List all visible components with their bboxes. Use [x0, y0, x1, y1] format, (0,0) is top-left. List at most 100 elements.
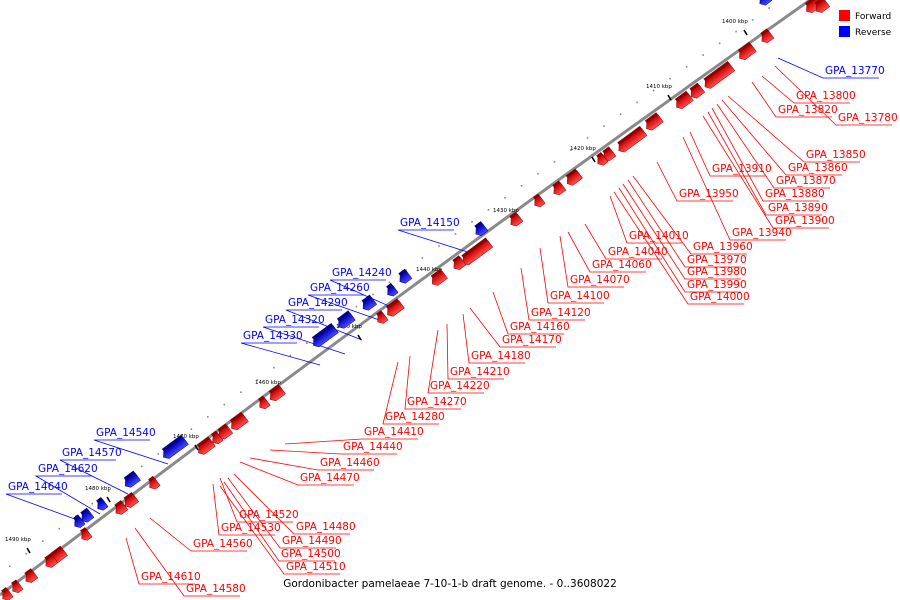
forward-gene-leader — [382, 361, 439, 425]
forward-gene-leader — [269, 449, 397, 455]
minor-tick-dot — [355, 305, 358, 308]
forward-gene-label: GPA_14470 — [300, 472, 360, 484]
kbp-tick-label: 1460 kbp — [255, 380, 281, 386]
legend: Forward Reverse — [839, 10, 892, 38]
forward-gene-label: GPA_13970 — [687, 254, 747, 266]
forward-gene-block — [737, 41, 757, 61]
reverse-gene-leader — [93, 439, 169, 465]
minor-tick-dot — [372, 293, 374, 296]
forward-gene-leader — [239, 461, 354, 486]
forward-gene-leader — [520, 267, 585, 321]
reverse-gene-block — [96, 497, 109, 511]
forward-gene-label: GPA_14170 — [502, 334, 562, 346]
minor-tick-dot — [685, 66, 688, 68]
forward-gene-block — [24, 568, 39, 583]
forward-gene-leader — [492, 291, 564, 335]
kbp-tick-label: 1490 kbp — [5, 537, 31, 543]
kbp-tick-label: 1400 kbp — [722, 19, 748, 25]
forward-gene-block — [644, 112, 664, 131]
minor-tick-dot — [553, 161, 556, 163]
kbp-tick-mark — [591, 156, 596, 163]
forward-gene-block — [385, 298, 405, 317]
kbp-tick-label: 1440 kbp — [416, 267, 442, 273]
forward-gene-leader — [761, 75, 850, 104]
kbp-tick-label: 1430 kbp — [493, 208, 519, 214]
gene-blocks — [1, 0, 831, 600]
minor-tick-dot — [91, 502, 94, 505]
reverse-gene-block — [161, 434, 189, 459]
reverse-gene-leader — [329, 279, 399, 311]
kbp-tick-label: 1480 kbp — [85, 486, 111, 492]
kbp-tick-mark — [106, 496, 111, 503]
minor-tick-dot — [157, 453, 160, 455]
forward-gene-block — [148, 475, 161, 490]
minor-tick-dot — [190, 428, 193, 430]
forward-gene-label: GPA_14490 — [282, 535, 342, 547]
forward-gene-label: GPA_13880 — [765, 188, 825, 200]
reverse-gene-block — [361, 294, 378, 311]
forward-gene-label: GPA_14500 — [281, 548, 341, 560]
forward-gene-leader — [584, 223, 662, 260]
reverse-gene-block — [336, 310, 356, 329]
forward-gene-label: GPA_13800 — [796, 90, 856, 102]
kbp-tick-label: 1420 kbp — [570, 146, 596, 152]
forward-gene-block — [814, 0, 831, 13]
forward-gene-leader — [721, 99, 842, 176]
forward-gene-leader — [249, 457, 374, 471]
minor-ticks — [8, 7, 770, 568]
forward-gene-label: GPA_14000 — [690, 291, 750, 303]
forward-gene-label: GPA_14160 — [510, 321, 570, 333]
minor-tick-dot — [619, 113, 622, 116]
reverse-gene-leader — [240, 342, 321, 366]
legend-forward-label: Forward — [855, 12, 891, 22]
forward-gene-block — [268, 384, 286, 402]
minor-tick-dot — [751, 19, 754, 21]
forward-gene-leader — [618, 187, 741, 293]
minor-tick-dot — [570, 149, 572, 151]
forward-gene-block — [565, 168, 583, 186]
forward-gene-block — [509, 211, 524, 227]
forward-gene-leader — [149, 517, 247, 552]
minor-tick-dot — [405, 269, 407, 271]
minor-tick-dot — [41, 540, 44, 542]
kbp-tick-label: 1450 kbp — [336, 324, 362, 330]
minor-tick-dot — [289, 354, 292, 357]
forward-gene-leader — [134, 527, 240, 597]
forward-gene-label: GPA_13900 — [775, 215, 835, 227]
label-leaders — [5, 57, 892, 597]
minor-tick-dot — [768, 7, 770, 9]
forward-gene-leader — [233, 473, 350, 535]
forward-gene-leader — [219, 485, 340, 575]
forward-gene-leader — [469, 307, 556, 348]
kbp-ticks: 1400 kbp 1410 kbp 1420 kbp 1430 kbp 1440 kbp… — [5, 19, 748, 554]
forward-gene-label: GPA_14530 — [221, 522, 281, 534]
minor-tick-dot — [240, 391, 242, 393]
forward-gene-block — [430, 268, 448, 286]
reverse-gene-block — [80, 507, 95, 523]
forward-gene-label: GPA_14220 — [430, 380, 490, 392]
forward-gene-label: GPA_14120 — [531, 307, 591, 319]
forward-gene-block — [452, 255, 467, 270]
minor-tick-dot — [652, 89, 655, 92]
forward-gene-label: GPA_14010 — [629, 230, 689, 242]
kbp-tick-label: 1470 kbp — [173, 434, 199, 440]
forward-gene-leader — [751, 81, 832, 118]
forward-gene-block — [533, 193, 546, 208]
minor-tick-dot — [586, 137, 589, 139]
forward-gene-label: GPA_14580 — [186, 583, 246, 595]
minor-tick-dot — [669, 77, 671, 80]
forward-gene-leader — [462, 313, 525, 364]
forward-gene-block — [114, 500, 129, 515]
minor-tick-dot — [8, 565, 11, 568]
forward-gene-label: GPA_14510 — [286, 561, 346, 573]
forward-gene-label: GPA_14460 — [320, 457, 380, 469]
minor-tick-dot — [140, 465, 143, 468]
forward-gene-label: GPA_13980 — [687, 266, 747, 278]
forward-gene-block — [80, 527, 93, 541]
forward-gene-leader — [223, 481, 335, 562]
genome-caption: Gordonibacter pamelaeae 7-10-1-b draft g… — [283, 578, 617, 590]
forward-gene-leader — [125, 537, 195, 585]
forward-gene-label: GPA_14280 — [385, 411, 445, 423]
forward-gene-leader — [707, 111, 822, 216]
minor-tick-dot — [718, 42, 721, 45]
